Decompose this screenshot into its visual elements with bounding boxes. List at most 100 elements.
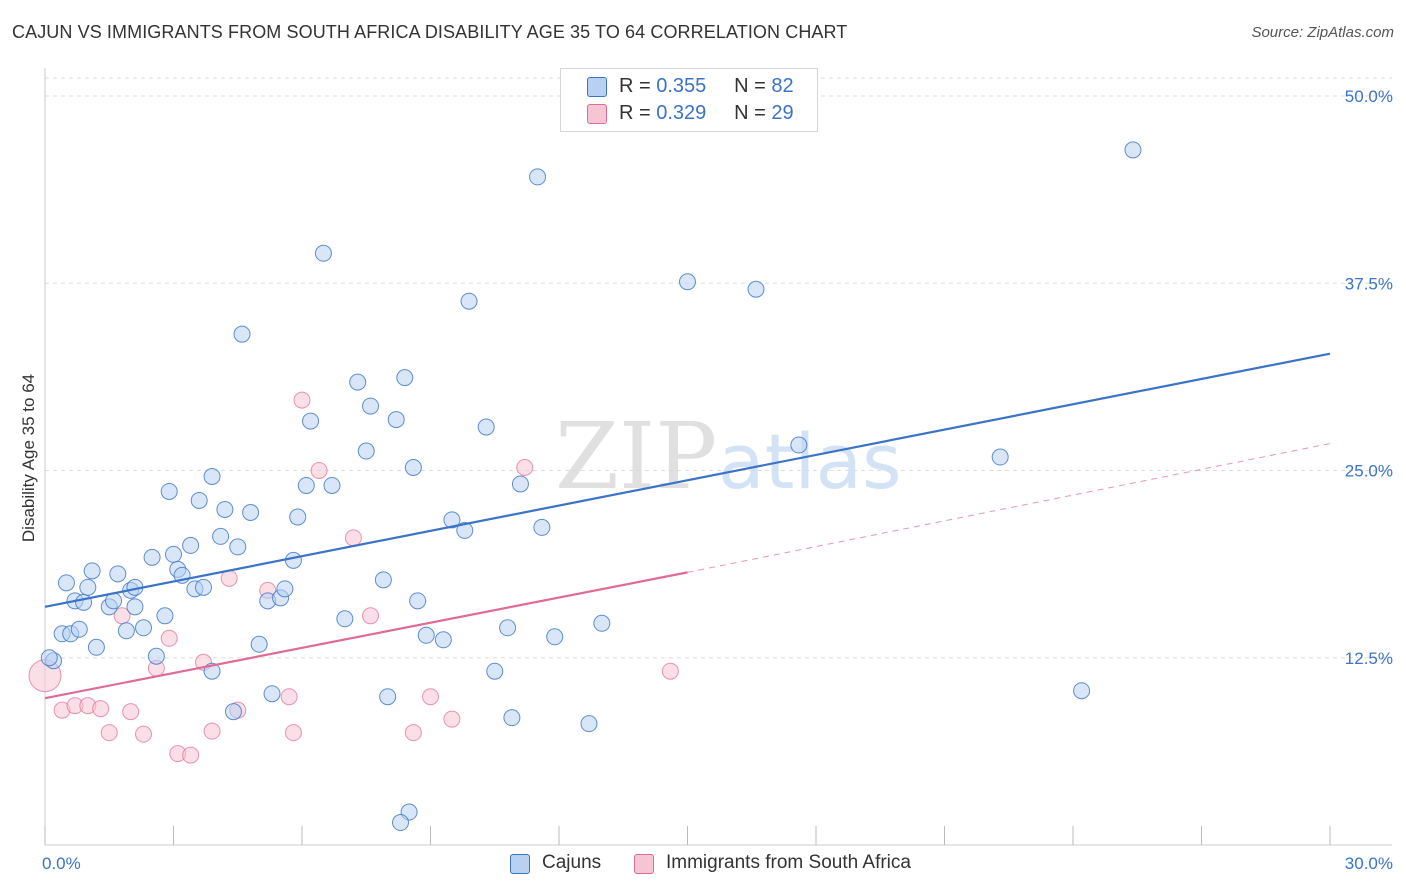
- point-cajuns: [460, 292, 478, 310]
- point-cajuns: [379, 688, 397, 706]
- point-immigrants: [182, 746, 200, 764]
- point-cajuns: [546, 628, 564, 646]
- bottom-legend-label-cajuns: Cajuns: [542, 852, 602, 873]
- point-cajuns: [503, 709, 521, 727]
- point-cajuns: [147, 647, 165, 665]
- point-immigrants: [92, 700, 110, 718]
- point-cajuns: [135, 619, 153, 637]
- point-cajuns: [70, 620, 88, 638]
- point-cajuns: [284, 551, 302, 569]
- y-tick-label: 25.0%: [1345, 462, 1393, 481]
- legend-swatch-cajuns: [587, 77, 607, 97]
- point-cajuns: [443, 511, 461, 529]
- y-tick-label: 50.0%: [1345, 87, 1393, 106]
- point-cajuns: [417, 626, 435, 644]
- point-cajuns: [302, 412, 320, 430]
- point-cajuns: [182, 536, 200, 554]
- legend-r-value-immigrants: 0.329: [656, 102, 707, 124]
- chart-title: CAJUN VS IMMIGRANTS FROM SOUTH AFRICA DI…: [12, 22, 848, 42]
- point-cajuns: [156, 607, 174, 625]
- legend-n-value-immigrants: 29: [771, 102, 794, 124]
- series-immigrants-points: [28, 391, 679, 764]
- source-label: Source: ZipAtlas.com: [1251, 24, 1394, 41]
- y-tick-label: 37.5%: [1345, 274, 1393, 293]
- point-cajuns: [289, 508, 307, 526]
- point-cajuns: [229, 538, 247, 556]
- point-cajuns: [83, 562, 101, 580]
- point-cajuns: [533, 518, 551, 536]
- point-cajuns: [224, 703, 242, 721]
- point-cajuns: [40, 649, 58, 667]
- correlation-legend: R = 0.355 N = 82 R = 0.329 N = 29: [560, 68, 818, 132]
- bottom-legend-swatch-immigrants: [634, 854, 654, 874]
- point-cajuns: [263, 685, 281, 703]
- point-cajuns: [87, 638, 105, 656]
- point-immigrants: [203, 722, 221, 740]
- trend-line-cajuns: [44, 352, 1331, 608]
- grid-lines: [45, 77, 1392, 659]
- point-cajuns: [374, 571, 392, 589]
- point-cajuns: [160, 482, 178, 500]
- legend-r-label: R =: [619, 75, 651, 97]
- point-cajuns: [194, 578, 212, 596]
- point-cajuns: [392, 814, 410, 832]
- x-tick-label-min: 0.0%: [42, 854, 81, 873]
- legend-n-value-cajuns: 82: [771, 75, 794, 97]
- point-immigrants: [293, 391, 311, 409]
- point-cajuns: [75, 593, 93, 611]
- point-cajuns: [790, 436, 808, 454]
- y-tick-label: 12.5%: [1345, 649, 1393, 668]
- point-cajuns: [203, 467, 221, 485]
- series-cajuns-points: [40, 141, 1142, 832]
- point-cajuns: [387, 411, 405, 429]
- point-immigrants: [404, 724, 422, 742]
- point-cajuns: [362, 397, 380, 415]
- point-cajuns: [233, 325, 251, 343]
- legend-swatch-immigrants: [587, 104, 607, 124]
- point-cajuns: [679, 273, 696, 291]
- point-cajuns: [580, 715, 598, 733]
- point-cajuns: [216, 500, 234, 518]
- point-cajuns: [1124, 141, 1142, 159]
- trend-line-immigrants: [44, 571, 688, 700]
- point-cajuns: [143, 548, 161, 566]
- point-immigrants: [310, 462, 328, 479]
- point-cajuns: [297, 476, 315, 494]
- point-immigrants: [100, 724, 118, 742]
- point-cajuns: [404, 459, 422, 477]
- x-tick-label-max: 30.0%: [1345, 854, 1393, 873]
- point-cajuns: [314, 244, 332, 262]
- point-cajuns: [117, 622, 135, 640]
- zipatlas-watermark: ZIP atlas: [555, 403, 902, 510]
- point-cajuns: [323, 476, 341, 494]
- point-cajuns: [434, 631, 452, 649]
- point-cajuns: [357, 442, 375, 460]
- bottom-legend-label-immigrants: Immigrants from South Africa: [666, 852, 911, 873]
- point-cajuns: [456, 521, 474, 539]
- point-cajuns: [349, 373, 367, 391]
- point-immigrants: [280, 688, 298, 706]
- point-immigrants: [122, 703, 140, 721]
- trend-lines: [44, 352, 1331, 700]
- point-cajuns: [79, 578, 97, 596]
- point-cajuns: [190, 491, 208, 509]
- point-immigrants: [516, 459, 534, 477]
- point-cajuns: [250, 635, 268, 653]
- point-immigrants: [284, 724, 302, 742]
- legend-n-label: N =: [734, 75, 766, 97]
- point-cajuns: [477, 418, 495, 436]
- watermark-atlas: atlas: [718, 417, 902, 506]
- point-cajuns: [499, 619, 517, 637]
- point-cajuns: [486, 662, 504, 680]
- point-immigrants: [362, 607, 380, 625]
- point-cajuns: [747, 280, 765, 298]
- point-cajuns: [109, 565, 127, 583]
- point-cajuns: [1073, 682, 1091, 700]
- legend-r-label: R =: [619, 102, 651, 124]
- point-cajuns: [409, 592, 427, 610]
- point-cajuns: [126, 598, 144, 616]
- point-cajuns: [242, 503, 260, 521]
- point-cajuns: [336, 610, 354, 628]
- axes: [44, 68, 1392, 846]
